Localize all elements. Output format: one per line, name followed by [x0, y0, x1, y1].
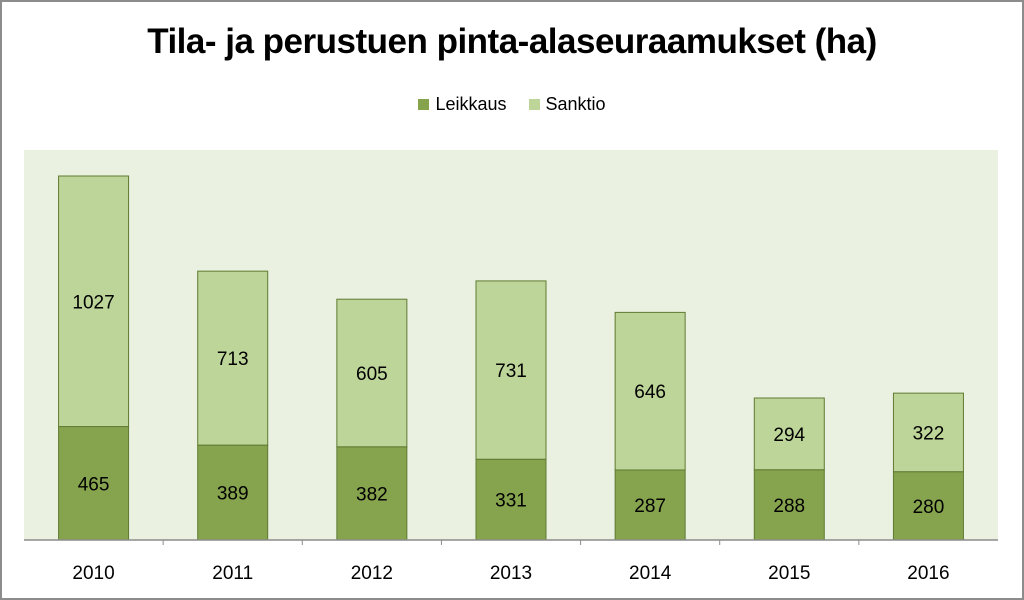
- bar-sanktio-2015: [753, 397, 825, 471]
- bar-sanktio-2010: [58, 175, 130, 428]
- legend-label-sanktio: Sanktio: [545, 94, 606, 114]
- bar-leikkaus-2013: [475, 458, 547, 541]
- bar-sanktio-2012: [336, 298, 408, 448]
- data-label-leikkaus-2015: 288: [773, 496, 805, 517]
- bar-sanktio-2011: [197, 270, 269, 446]
- data-label-sanktio-2015: 294: [773, 425, 805, 446]
- data-label-leikkaus-2016: 280: [913, 497, 945, 518]
- legend-swatch-sanktio: [528, 99, 540, 110]
- data-label-sanktio-2013: 731: [495, 361, 527, 382]
- data-label-leikkaus-2014: 287: [634, 496, 666, 517]
- data-label-leikkaus-2013: 331: [495, 491, 527, 512]
- chart-title: Tila- ja perustuen pinta-alaseuraamukset…: [147, 22, 877, 61]
- data-label-sanktio-2014: 646: [634, 382, 666, 403]
- data-label-sanktio-2010: 1027: [72, 292, 114, 313]
- x-tick-label-2016: 2016: [907, 563, 949, 584]
- data-label-sanktio-2016: 322: [913, 423, 945, 444]
- x-tick-label-2011: 2011: [212, 563, 253, 584]
- data-label-sanktio-2012: 605: [356, 364, 388, 385]
- data-label-sanktio-2011: 713: [217, 349, 249, 370]
- data-label-leikkaus-2012: 382: [356, 484, 388, 505]
- bar-sanktio-2013: [475, 280, 547, 460]
- bar-leikkaus-2015: [753, 469, 825, 541]
- x-tick-label-2010: 2010: [72, 563, 114, 584]
- bar-sanktio-2014: [614, 311, 686, 471]
- data-label-leikkaus-2010: 465: [78, 474, 110, 495]
- x-tick-label-2012: 2012: [351, 563, 393, 584]
- legend-label-leikkaus: Leikkaus: [435, 94, 507, 114]
- x-tick-label-2014: 2014: [629, 563, 672, 584]
- bar-leikkaus-2010: [58, 426, 130, 541]
- bar-sanktio-2016: [892, 392, 964, 473]
- data-label-leikkaus-2011: 389: [217, 484, 249, 505]
- x-tick-label-2013: 2013: [490, 563, 532, 584]
- bar-leikkaus-2011: [197, 444, 269, 541]
- bar-leikkaus-2016: [892, 471, 964, 541]
- legend-swatch-leikkaus: [418, 99, 430, 110]
- legend-item-leikkaus: Leikkaus: [418, 94, 507, 115]
- x-tick-label-2015: 2015: [768, 563, 810, 584]
- legend-item-sanktio: Sanktio: [528, 94, 606, 115]
- chart-legend: Leikkaus Sanktio: [2, 94, 1022, 115]
